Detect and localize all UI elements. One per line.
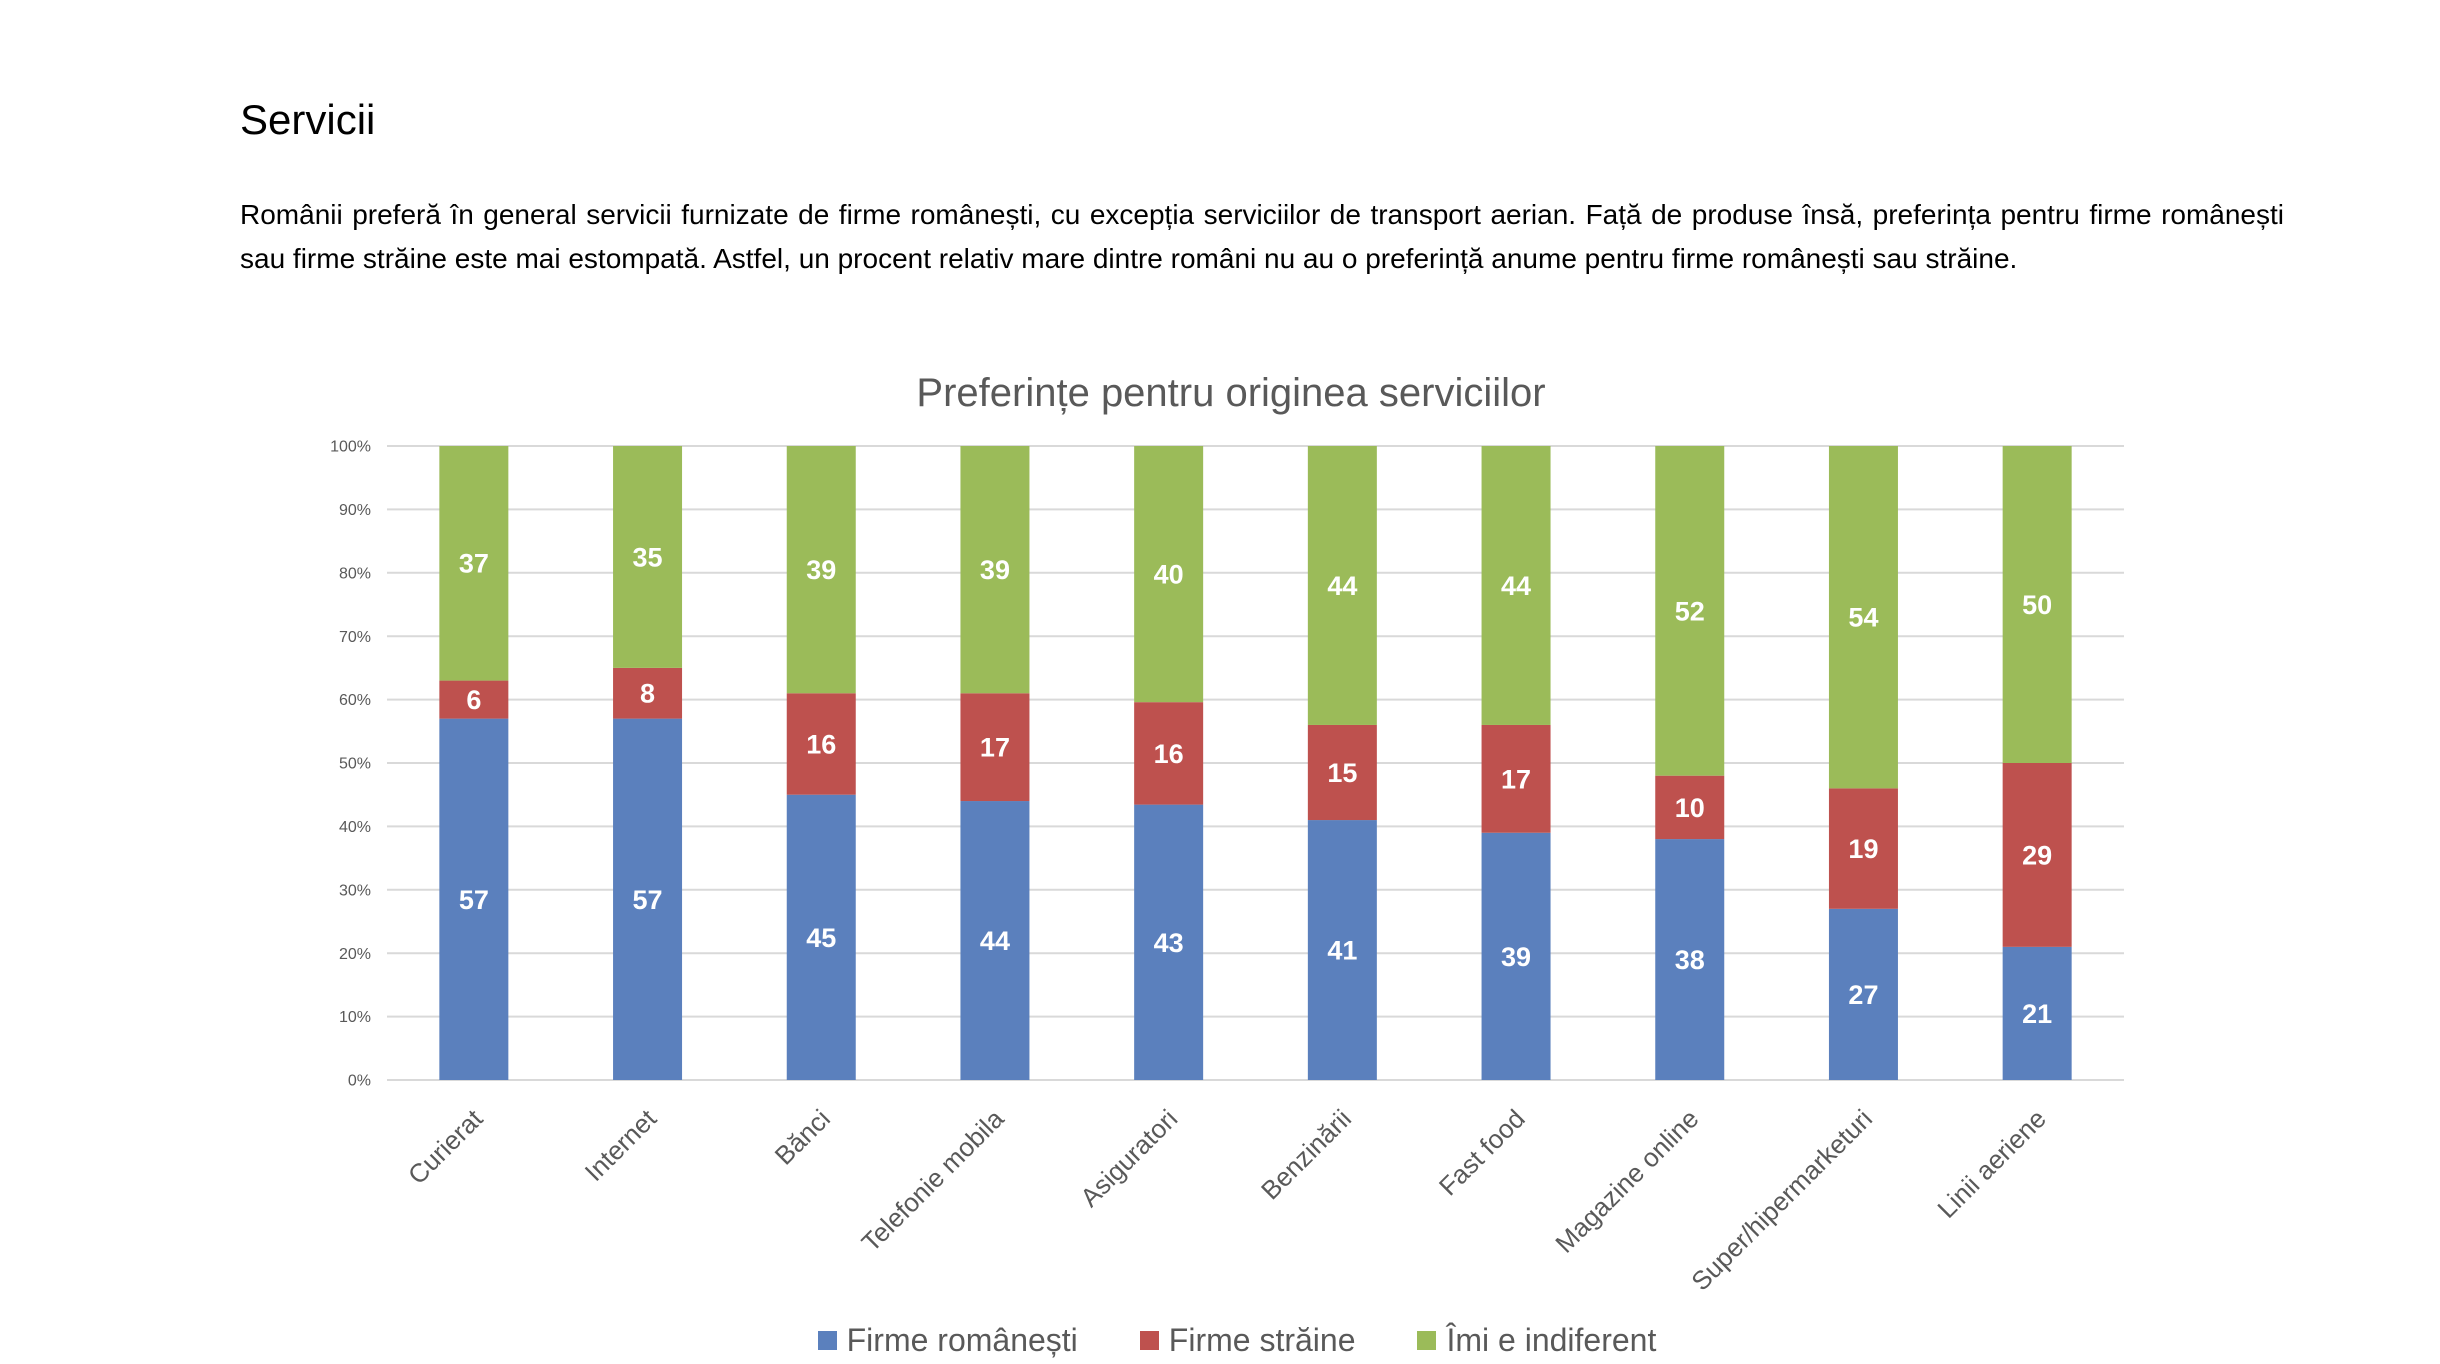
y-tick-label: 20% <box>339 946 371 963</box>
data-label: 16 <box>1154 739 1184 769</box>
bar-segment <box>1307 820 1377 1080</box>
bar-segment <box>1655 446 1725 776</box>
data-label: 44 <box>1501 571 1531 601</box>
bar-segment <box>2002 446 2072 763</box>
bar-segment <box>960 693 1030 802</box>
bar-segment <box>1134 804 1204 1080</box>
bar-segment <box>1307 724 1377 821</box>
x-tick-label: Linii aeriene <box>1931 1103 2051 1223</box>
data-label: 44 <box>980 926 1010 956</box>
data-label: 27 <box>1848 980 1878 1010</box>
bar-segment <box>1481 724 1551 833</box>
legend-swatch-icon <box>1417 1330 1437 1350</box>
data-label: 17 <box>1501 764 1531 794</box>
data-label: 16 <box>806 729 836 759</box>
data-label: 35 <box>633 542 663 572</box>
bar-segment <box>1828 788 1898 909</box>
data-label: 45 <box>806 923 836 953</box>
chart-plot: 0%10%20%30%40%50%60%70%80%90%100% 576375… <box>330 439 2124 1296</box>
bar-segment <box>960 801 1030 1080</box>
bar-segment <box>439 446 509 681</box>
legend-label: Firme străine <box>1168 1322 1356 1358</box>
y-tick-label: 100% <box>330 439 371 456</box>
x-tick-label: Super/hipermarketuri <box>1685 1103 1878 1296</box>
x-tick-label: Magazine online <box>1549 1103 1704 1258</box>
data-label: 19 <box>1848 834 1878 864</box>
data-label: 21 <box>2022 999 2052 1029</box>
x-tick-label: Internet <box>579 1103 663 1187</box>
x-tick-label: Benzinării <box>1255 1103 1357 1205</box>
y-tick-label: 60% <box>339 692 371 709</box>
section-paragraph: Românii preferă în general servicii furn… <box>240 199 2284 274</box>
legend-item-romanian-firms: Firme românești <box>817 1320 1078 1360</box>
legend-swatch-icon <box>817 1330 837 1350</box>
data-label: 39 <box>1501 942 1531 972</box>
y-tick-label: 50% <box>339 756 371 773</box>
bar-segment <box>1307 446 1377 725</box>
x-axis: Curierat Internet Bănci Telefonie mobila Asi… <box>402 1103 2052 1296</box>
data-label: 44 <box>1327 571 1357 601</box>
legend-label: Îmi e indiferent <box>1446 1322 1657 1358</box>
data-label: 50 <box>2022 590 2052 620</box>
data-label: 57 <box>459 885 489 915</box>
x-tick-label: Asiguratori <box>1074 1103 1183 1212</box>
data-label: 17 <box>980 733 1010 763</box>
bar-segment <box>1481 446 1551 725</box>
y-tick-label: 10% <box>339 1009 371 1026</box>
bar-segment <box>1134 446 1204 703</box>
bar-segment <box>1655 839 1725 1080</box>
data-label: 15 <box>1327 758 1357 788</box>
data-label: 39 <box>980 555 1010 585</box>
legend-label: Firme românești <box>846 1322 1078 1358</box>
data-label: 43 <box>1154 928 1184 958</box>
stacked-bars <box>439 446 2072 1080</box>
bar-segment <box>2002 946 2072 1080</box>
bar-segment <box>439 718 509 1080</box>
bar-segment <box>786 446 856 694</box>
section-heading: Servicii <box>240 96 376 143</box>
chart-legend: Firme românești Firme străine Îmi e indi… <box>237 1320 2237 1360</box>
data-label: 41 <box>1327 935 1357 965</box>
x-tick-label: Bănci <box>769 1103 836 1170</box>
y-tick-label: 70% <box>339 629 371 646</box>
data-label: 57 <box>633 885 663 915</box>
bar-segment <box>786 693 856 795</box>
y-tick-label: 0% <box>348 1073 371 1090</box>
legend-item-foreign-firms: Firme străine <box>1139 1320 1356 1360</box>
y-tick-label: 80% <box>339 565 371 582</box>
bar-segment <box>1481 832 1551 1080</box>
data-label: 54 <box>1848 603 1878 633</box>
data-labels: 57 6 37 57 8 35 45 16 39 44 17 39 43 16 40 41 15 44 39 17 44… <box>459 542 2052 1028</box>
y-axis: 0% 10% 20% 30% 40% 50% 60% 70% 80% 90% 100% <box>330 439 371 1090</box>
data-label: 8 <box>640 679 655 709</box>
bar-segment <box>1828 908 1898 1080</box>
y-tick-label: 40% <box>339 819 371 836</box>
data-label: 38 <box>1675 945 1705 975</box>
x-tick-label: Fast food <box>1433 1103 1531 1201</box>
data-label: 40 <box>1154 560 1184 590</box>
x-tick-label: Telefonie mobila <box>856 1103 1010 1257</box>
legend-swatch-icon <box>1139 1330 1159 1350</box>
bar-segment <box>613 446 683 668</box>
data-label: 39 <box>806 555 836 585</box>
bar-segment <box>786 794 856 1080</box>
data-label: 52 <box>1675 596 1705 626</box>
bar-segment <box>1655 775 1725 840</box>
data-label: 37 <box>459 549 489 579</box>
data-label: 10 <box>1675 793 1705 823</box>
bar-segment <box>2002 763 2072 947</box>
bar-segment <box>613 718 683 1080</box>
data-label: 6 <box>466 685 481 715</box>
x-tick-label: Curierat <box>402 1103 489 1190</box>
bar-segment <box>1828 446 1898 789</box>
data-label: 29 <box>2022 840 2052 870</box>
bar-segment <box>1134 702 1204 805</box>
y-tick-label: 30% <box>339 882 371 899</box>
chart-title: Preferințe pentru originea serviciilor <box>916 371 1546 415</box>
legend-item-indifferent: Îmi e indiferent <box>1417 1320 1656 1360</box>
bar-segment <box>613 667 683 719</box>
y-tick-label: 90% <box>339 502 371 519</box>
bar-segment <box>439 680 509 719</box>
bar-segment <box>960 446 1030 694</box>
